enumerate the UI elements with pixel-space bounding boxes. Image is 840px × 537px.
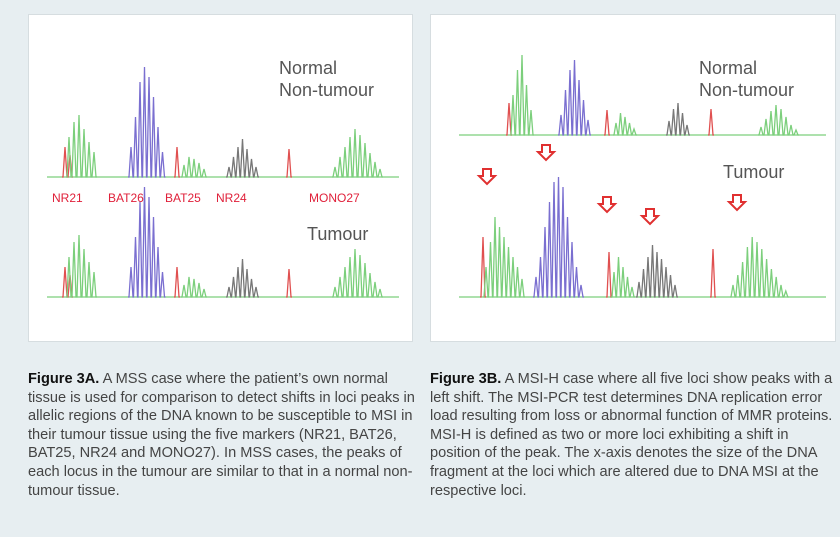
trace-blue-normal (558, 59, 591, 136)
trace-mono27-tumour (332, 248, 383, 298)
figure-3a-caption: Figure 3A. A MSS case where the patient’… (28, 370, 418, 500)
trace-nr21-green-normal (66, 114, 97, 178)
figure-3b-caption: Figure 3B. A MSI-H case where all five l… (430, 370, 835, 500)
shift-arrow-icon (535, 144, 557, 162)
label-non-tumour: Non-tumour (279, 80, 375, 100)
trace-bat25-red-tumour (174, 266, 180, 298)
trace-green2-tumour (611, 256, 635, 298)
trace-bat26-normal (128, 66, 166, 178)
trace-gray-tumour (636, 244, 678, 298)
trace-mono27-normal (332, 128, 383, 178)
marker-mono27: MONO27 (309, 191, 360, 205)
trace-bat25-red-normal (174, 146, 180, 178)
trace-marker-red-normal (286, 148, 292, 178)
trace-marker-red-tumour (286, 268, 292, 298)
trace-green-normal (510, 54, 534, 136)
figure-3a-text: A MSS case where the patient’s own norma… (28, 371, 415, 499)
trace-bat26-tumour (128, 186, 166, 298)
trace-bat25-green-tumour (181, 276, 207, 298)
trace-nr24-tumour (226, 258, 259, 298)
marker-bat25: BAT25 (165, 191, 201, 205)
trace-red3-tumour (710, 248, 716, 298)
figure-3b-text: A MSI-H case where all five loci show pe… (430, 371, 833, 499)
trace-gray-normal (666, 102, 690, 136)
trace-red2-tumour (606, 251, 612, 298)
trace-green2-normal (613, 112, 637, 136)
trace-nr21-green-tumour (66, 234, 97, 298)
figure-3b-title: Figure 3B. (430, 371, 502, 387)
trace-green-tumour (483, 216, 525, 298)
label-non-tumour: Non-tumour (699, 80, 795, 100)
shift-arrow-icon (596, 196, 618, 214)
marker-nr24: NR24 (216, 191, 247, 205)
shift-arrow-icon (476, 168, 498, 186)
trace-bat25-green-normal (181, 156, 207, 178)
figure-3b-electropherogram (459, 54, 826, 298)
figure-3a-electropherogram (47, 66, 399, 298)
trace-nr24-normal (226, 138, 259, 178)
label-tumour: Tumour (307, 224, 369, 244)
figure-3a-panel: Normal Non-tumour NR21 BAT26 BAT25 NR24 … (28, 14, 413, 342)
trace-red-tumour (480, 236, 486, 298)
trace-green3-tumour (730, 236, 789, 298)
label-normal: Normal (279, 58, 338, 78)
figure-3a-title: Figure 3A. (28, 371, 100, 387)
label-tumour: Tumour (723, 162, 785, 182)
marker-nr21: NR21 (52, 191, 83, 205)
trace-green3-normal (758, 104, 799, 136)
trace-red2-normal (604, 109, 610, 136)
trace-red3-normal (708, 108, 714, 136)
marker-bat26: BAT26 (108, 191, 144, 205)
figure-3b-panel: Normal Non-tumour Tumour (430, 14, 836, 342)
shift-arrow-icon (639, 208, 661, 226)
trace-blue-tumour (533, 176, 584, 298)
label-normal: Normal (699, 58, 758, 78)
shift-arrow-icon (726, 194, 748, 212)
